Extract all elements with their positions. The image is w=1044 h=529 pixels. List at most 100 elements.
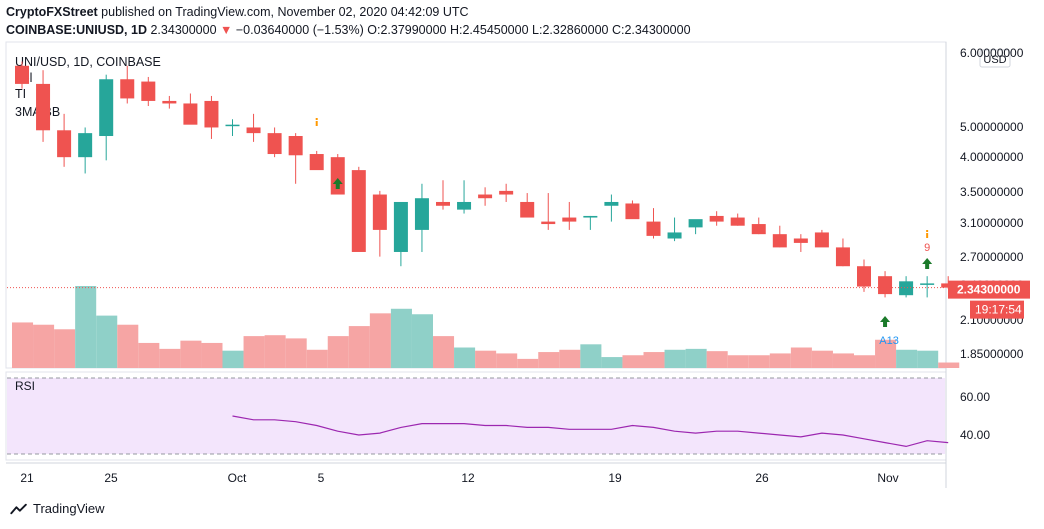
candle-body — [604, 201, 619, 206]
volume-bar — [285, 338, 307, 368]
candle-body — [625, 203, 640, 220]
last-price-tag-text: 2.34300000 — [957, 283, 1021, 297]
candle-body — [751, 224, 766, 235]
buy-arrow-icon — [880, 316, 891, 327]
time-tick: 19 — [608, 471, 622, 485]
publisher-name: CryptoFXStreet — [6, 5, 98, 19]
volume-bar — [348, 326, 370, 368]
volume-bar — [96, 315, 118, 368]
volume-bar — [601, 357, 623, 368]
low-value: 2.32860000 — [542, 23, 609, 37]
footer-brand: TradingView — [33, 501, 105, 516]
time-tick: 25 — [104, 471, 118, 485]
candle-body — [15, 65, 29, 84]
candle-body — [562, 217, 577, 222]
symbol-info: COINBASE:UNIUSD, 1D 2.34300000 ▼ −0.0364… — [6, 23, 691, 37]
change-value: −0.03640000 (−1.53%) — [235, 23, 364, 37]
tradingview-logo-icon — [10, 503, 27, 514]
volume-bar — [411, 314, 433, 368]
volume-bar — [832, 353, 854, 368]
candle-body — [288, 136, 303, 156]
candle-body — [36, 83, 51, 131]
buy-arrow-icon — [332, 178, 343, 189]
rsi-band — [7, 378, 945, 454]
volume-bar — [264, 335, 286, 368]
info-icon — [315, 118, 318, 120]
price-tick: 6.00000000 — [960, 46, 1024, 60]
candle-body — [520, 201, 535, 218]
time-tick: 26 — [755, 471, 769, 485]
candle-body — [835, 247, 850, 267]
main-pane[interactable] — [5, 41, 947, 369]
rsi-series — [232, 415, 949, 448]
publish-info: CryptoFXStreet published on TradingView.… — [6, 5, 469, 19]
volume-bar — [538, 352, 560, 368]
price-tick: 1.85000000 — [960, 347, 1024, 361]
open-value: 2.37990000 — [380, 23, 447, 37]
tradingview-logo[interactable]: TradingView — [10, 501, 105, 516]
info-icon — [926, 233, 929, 238]
last-price: 2.34300000 — [150, 23, 217, 37]
candle-body — [246, 127, 261, 134]
high-label: H: — [449, 23, 463, 37]
volume-bar — [685, 348, 707, 368]
candle-body — [141, 81, 156, 101]
low-label: L: — [532, 23, 543, 37]
candle-body — [541, 221, 556, 225]
candle-body — [57, 130, 72, 158]
candle-body — [878, 276, 893, 295]
close-label: C: — [611, 23, 625, 37]
candle-body — [646, 221, 661, 236]
time-axis[interactable]: 21 25 Oct 5 12 19 26 Nov — [20, 471, 898, 485]
countdown-tag — [970, 300, 1024, 319]
candle-body — [709, 215, 724, 222]
candle-body — [899, 281, 914, 296]
volume-bar — [117, 324, 139, 368]
time-tick: Oct — [228, 471, 247, 485]
volume-bar — [454, 347, 476, 368]
volume-bar — [222, 350, 244, 368]
candle-body — [478, 194, 493, 199]
candle-body — [225, 124, 240, 127]
volume-bar — [369, 313, 391, 368]
currency-button[interactable] — [979, 49, 1011, 68]
volume-bar — [33, 324, 55, 368]
legend-title: UNI/USD, 1D, COINBASE — [15, 55, 161, 69]
info-icon — [926, 230, 929, 232]
candle-body — [457, 201, 472, 210]
volume-bar — [748, 355, 770, 368]
candle-body — [499, 190, 514, 195]
candle-body — [267, 133, 282, 155]
candle-body — [688, 219, 703, 228]
candle-body — [204, 100, 219, 128]
volume-bar — [390, 308, 412, 368]
volume-bar — [327, 336, 349, 368]
candle-body — [393, 201, 408, 252]
td-count-label: 9 — [924, 242, 930, 254]
candle-body — [309, 154, 324, 171]
candle-body — [814, 232, 829, 248]
volume-bar — [938, 362, 960, 368]
time-tick: 21 — [20, 471, 34, 485]
candle-body — [372, 194, 387, 230]
buy-arrow-icon — [922, 258, 933, 269]
candle-series — [15, 61, 956, 298]
volume-bar — [559, 349, 581, 368]
volume-bar — [138, 342, 160, 368]
td-a13-label: A13 — [879, 335, 899, 347]
candle-body — [120, 79, 135, 99]
volume-bar — [664, 349, 686, 368]
candle-body — [78, 133, 93, 158]
volume-bar — [622, 355, 644, 368]
currency-label: USD — [983, 54, 1006, 66]
candle-body — [730, 217, 745, 226]
price-tick: 5.00000000 — [960, 120, 1024, 134]
signal-marks: 9 9 A13 — [315, 118, 933, 347]
volume-bar — [496, 353, 518, 368]
volume-series — [12, 286, 960, 368]
change-arrow-icon: ▼ — [220, 23, 233, 37]
candle-body — [667, 232, 682, 239]
volume-bar — [896, 349, 918, 368]
price-tick: 3.50000000 — [960, 185, 1024, 199]
